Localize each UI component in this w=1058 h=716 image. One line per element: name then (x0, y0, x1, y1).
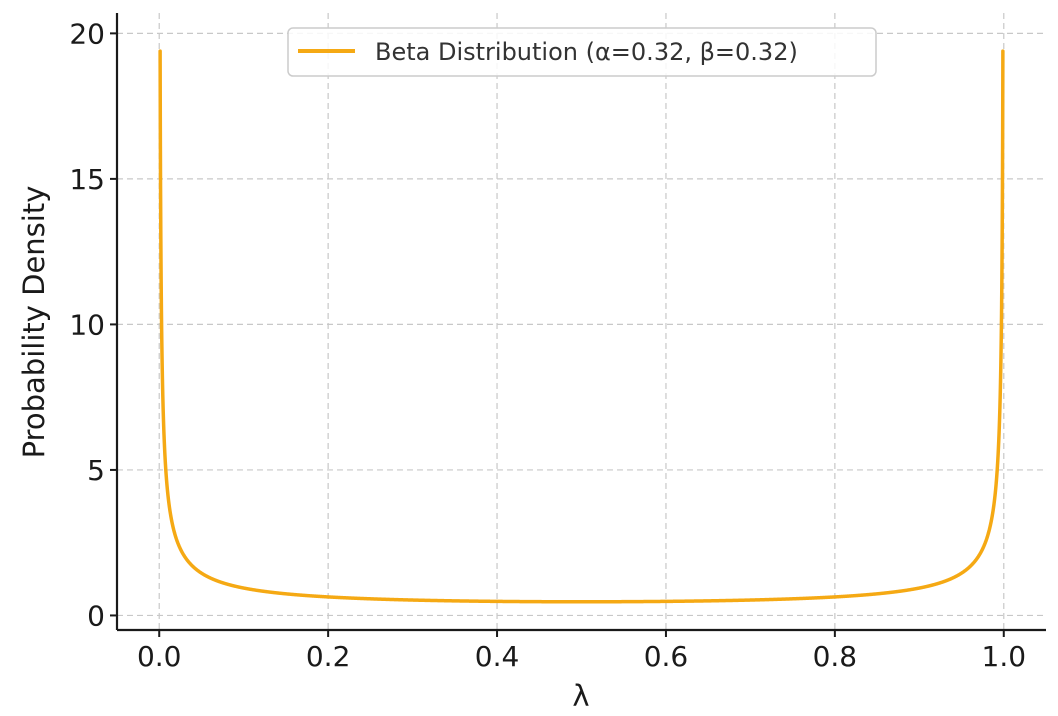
legend: Beta Distribution (α=0.32, β=0.32) (287, 27, 877, 77)
x-tick-label: 0.2 (306, 640, 351, 673)
legend-box (287, 27, 877, 77)
y-axis-label: Probability Density (17, 186, 51, 459)
legend-entry: Beta Distribution (α=0.32, β=0.32) (375, 38, 798, 66)
y-tick-label: 0 (87, 599, 105, 632)
x-tick-label: 0.4 (475, 640, 520, 673)
y-tick-label: 5 (87, 454, 105, 487)
axes (115, 13, 1046, 632)
y-tick-label: 10 (69, 308, 105, 341)
series-line (158, 49, 1005, 604)
x-tick-label: 1.0 (982, 640, 1027, 673)
grid (117, 13, 1046, 630)
y-tick-label: 20 (69, 17, 105, 50)
series-layer (158, 49, 1005, 604)
x-axis-label: λ (572, 679, 589, 713)
x-tick-label: 0.0 (137, 640, 182, 673)
x-tick-label: 0.6 (644, 640, 689, 673)
y-tick-label: 15 (69, 163, 105, 196)
x-tick-label: 0.8 (813, 640, 858, 673)
ticks: 0.0 0.2 0.4 0.6 0.8 1.0 0 5 10 15 20 (69, 17, 1026, 673)
